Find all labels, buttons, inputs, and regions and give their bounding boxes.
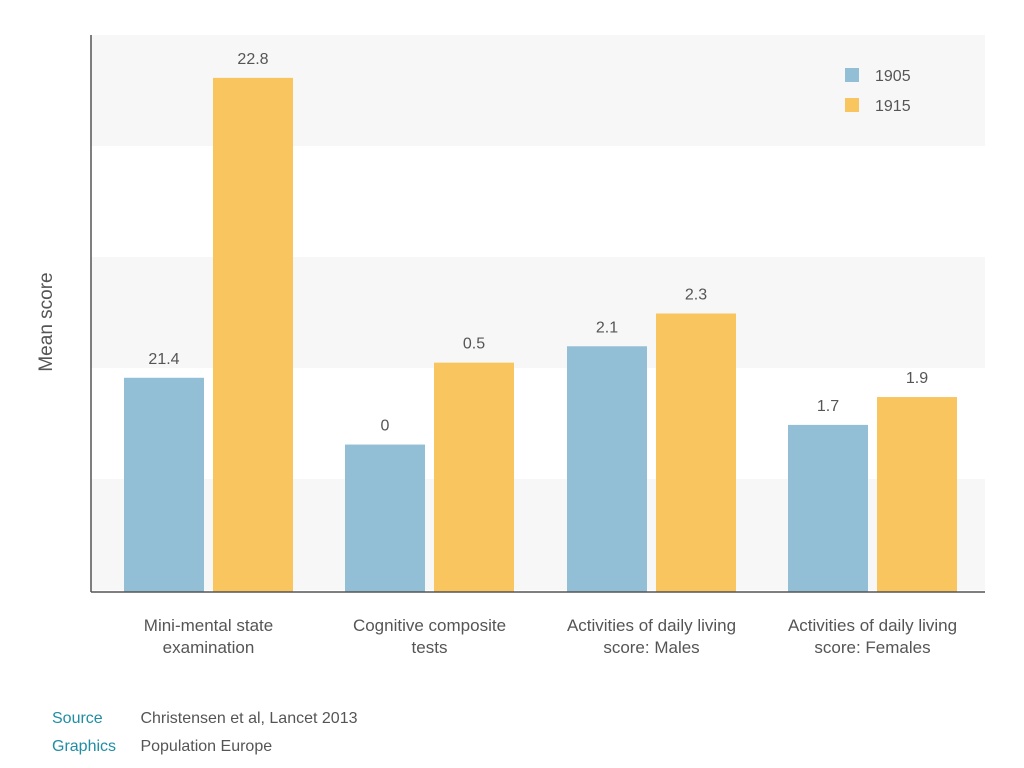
category-label-2: tests bbox=[412, 638, 448, 657]
source-label: Source bbox=[52, 710, 103, 727]
category-label-3: score: Males bbox=[603, 638, 699, 657]
footer-source: Source Christensen et al, Lancet 2013 bbox=[52, 710, 357, 728]
data-label-1905-4: 1.7 bbox=[817, 398, 839, 415]
category-label-3: Activities of daily living bbox=[567, 616, 736, 635]
category-label-2: Cognitive composite bbox=[353, 616, 506, 635]
graphics-text: Population Europe bbox=[140, 738, 273, 755]
legend-label-1905: 1905 bbox=[875, 68, 911, 85]
category-label-4: Activities of daily living bbox=[788, 616, 957, 635]
category-label-4: score: Females bbox=[814, 638, 930, 657]
footer-graphics: Graphics Population Europe bbox=[52, 738, 272, 756]
y-axis-label: Mean score bbox=[36, 272, 57, 371]
bar-1915-3 bbox=[656, 313, 736, 592]
data-label-1905-2: 0 bbox=[381, 418, 390, 435]
bar-1905-2 bbox=[345, 444, 425, 592]
bar-1905-4 bbox=[788, 424, 868, 592]
data-label-1905-1: 21.4 bbox=[148, 351, 179, 368]
legend-swatch-1905 bbox=[845, 68, 859, 82]
data-label-1915-4: 1.9 bbox=[906, 370, 928, 387]
data-label-1915-2: 0.5 bbox=[463, 336, 485, 353]
bar-chart: 21.4 22.8 Mini-mental state examination 0 0.5… bbox=[36, 35, 985, 657]
data-label-1915-1: 22.8 bbox=[237, 51, 268, 68]
category-label-1: Mini-mental state bbox=[144, 616, 273, 635]
data-label-1905-3: 2.1 bbox=[596, 319, 618, 336]
legend-swatch-1915 bbox=[845, 98, 859, 112]
source-text: Christensen et al, Lancet 2013 bbox=[140, 710, 358, 727]
data-label-1915-3: 2.3 bbox=[685, 287, 707, 304]
bar-1905-1 bbox=[124, 377, 204, 592]
bar-1905-3 bbox=[567, 346, 647, 592]
bar-1915-1 bbox=[213, 77, 293, 593]
bar-1915-2 bbox=[434, 362, 514, 592]
bar-1915-4 bbox=[877, 397, 957, 592]
category-label-1: examination bbox=[163, 638, 255, 657]
legend-label-1915: 1915 bbox=[875, 98, 911, 115]
graphics-label: Graphics bbox=[52, 738, 117, 755]
